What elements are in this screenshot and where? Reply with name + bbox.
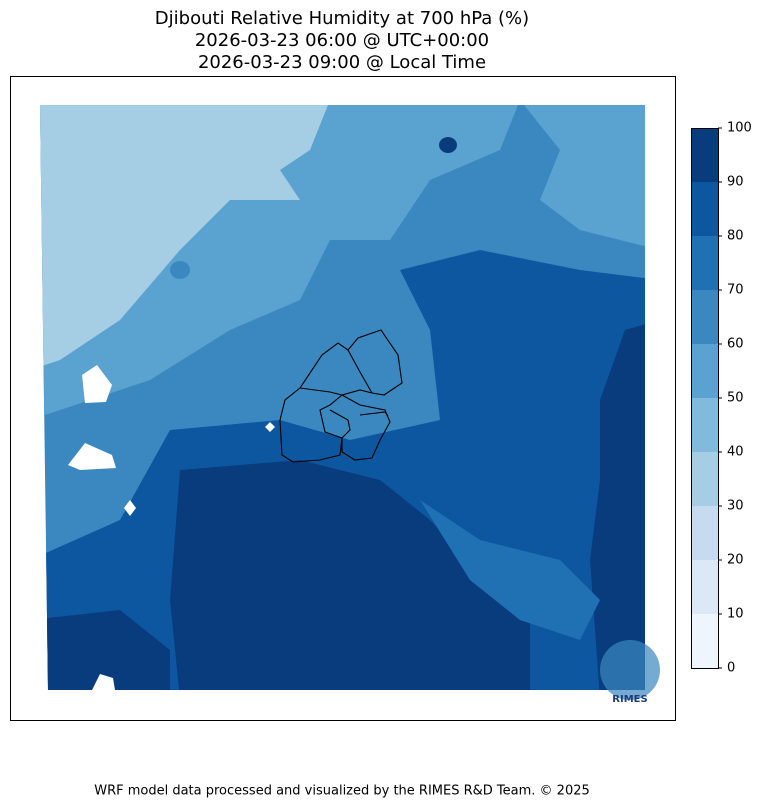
colorbar-tick-label: 50 <box>727 391 744 406</box>
colorbar-tick-label: 100 <box>727 121 752 136</box>
colorbar-bin <box>691 182 718 236</box>
colorbar-bin <box>691 236 718 290</box>
colorbar-bin <box>691 128 718 182</box>
colorbar-bin <box>691 344 718 398</box>
colorbar-tick-label: 60 <box>727 337 744 352</box>
colorbar-tick-label: 10 <box>727 607 744 622</box>
colorbar-bin <box>691 290 718 344</box>
colorbar-bin <box>691 452 718 506</box>
map: RIMES <box>40 105 660 705</box>
borders <box>279 329 403 463</box>
field-90-100 <box>170 460 530 690</box>
field-70-80 <box>420 500 600 640</box>
colorbar: 0 10 20 30 40 50 60 70 80 90 100 <box>691 121 752 676</box>
colorbar-tick-label: 90 <box>727 175 744 190</box>
field-90-100 <box>439 137 457 153</box>
missing-data <box>68 443 116 470</box>
colorbar-bin <box>691 398 718 452</box>
colorbar-tick-label: 80 <box>727 229 744 244</box>
missing-data <box>265 422 275 432</box>
missing-data <box>92 674 115 690</box>
missing-data <box>82 365 112 403</box>
title-line: 2026-03-23 06:00 @ UTC+00:00 <box>195 30 489 51</box>
colorbar-tick-label: 20 <box>727 553 744 568</box>
title-line: 2026-03-23 09:00 @ Local Time <box>198 52 486 73</box>
logo-badge <box>600 640 660 700</box>
colorbar-tick-label: 30 <box>727 499 744 514</box>
missing-data <box>124 500 136 516</box>
field-30-40 <box>40 105 330 370</box>
field-90-100 <box>590 320 645 690</box>
colorbar-tick-label: 70 <box>727 283 744 298</box>
map-frame <box>10 76 676 721</box>
colorbar-tick-label: 0 <box>727 661 735 676</box>
field-50-60 <box>520 105 645 250</box>
logo-text: RIMES <box>612 694 647 705</box>
field-60-70 <box>170 261 190 279</box>
colorbar-bin <box>691 614 718 668</box>
title-line: Djibouti Relative Humidity at 700 hPa (%… <box>155 8 529 29</box>
colorbar-bin <box>691 506 718 560</box>
colorbar-bin <box>691 560 718 614</box>
field-90-100 <box>40 610 170 690</box>
colorbar-tick-label: 40 <box>727 445 744 460</box>
footer: WRF model data processed and visualized … <box>94 784 590 799</box>
